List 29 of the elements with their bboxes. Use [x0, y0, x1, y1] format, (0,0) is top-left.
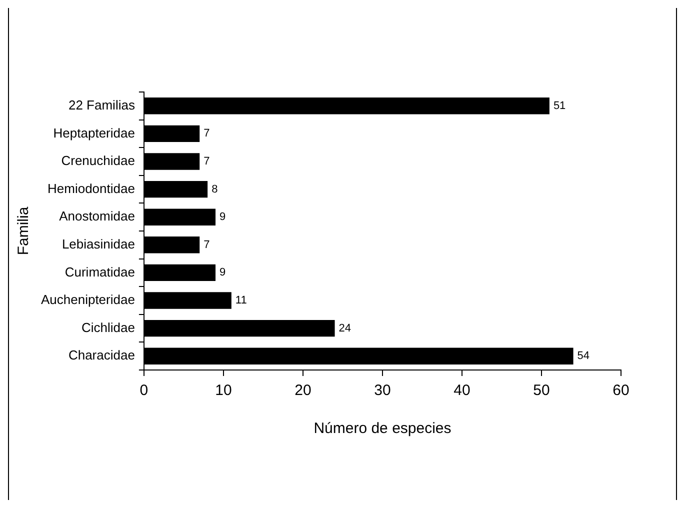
data-label: 7: [204, 128, 210, 140]
data-label: 9: [220, 211, 226, 224]
x-tick-label: 40: [454, 382, 470, 400]
y-tick-label: Anostomidae: [59, 208, 135, 224]
y-tick-label: Curimatidae: [64, 264, 135, 280]
y-tick-label: Auchenipteridae: [40, 292, 135, 308]
y-tick-label: Heptapteridae: [53, 125, 135, 140]
data-label: 51: [553, 100, 566, 112]
data-label: 7: [204, 156, 210, 168]
y-tick-label: Lebiasinidae: [62, 236, 135, 252]
data-label: 8: [212, 183, 218, 196]
x-tick-label: 60: [612, 382, 630, 400]
x-tick-label: 20: [294, 382, 312, 400]
y-axis-title: Familia: [15, 206, 32, 256]
data-label: 11: [235, 294, 247, 307]
y-tick-label: 22 Familias: [68, 97, 136, 112]
y-tick-label: Crenuchidae: [61, 153, 135, 168]
y-tick-label: Hemiodontidae: [48, 180, 135, 196]
data-label: 54: [577, 350, 590, 362]
x-tick-label: 10: [215, 382, 232, 400]
data-label: 7: [204, 238, 210, 251]
x-tick-label: 50: [533, 382, 550, 400]
x-axis-title: Número de especies: [314, 420, 452, 438]
data-label: 9: [220, 266, 226, 279]
x-tick-label: 30: [374, 382, 391, 400]
data-label: 24: [338, 322, 352, 334]
x-tick-label: 0: [140, 382, 148, 400]
y-tick-label: Cichlidae: [81, 320, 135, 335]
y-tick-label: Characidae: [68, 348, 135, 363]
